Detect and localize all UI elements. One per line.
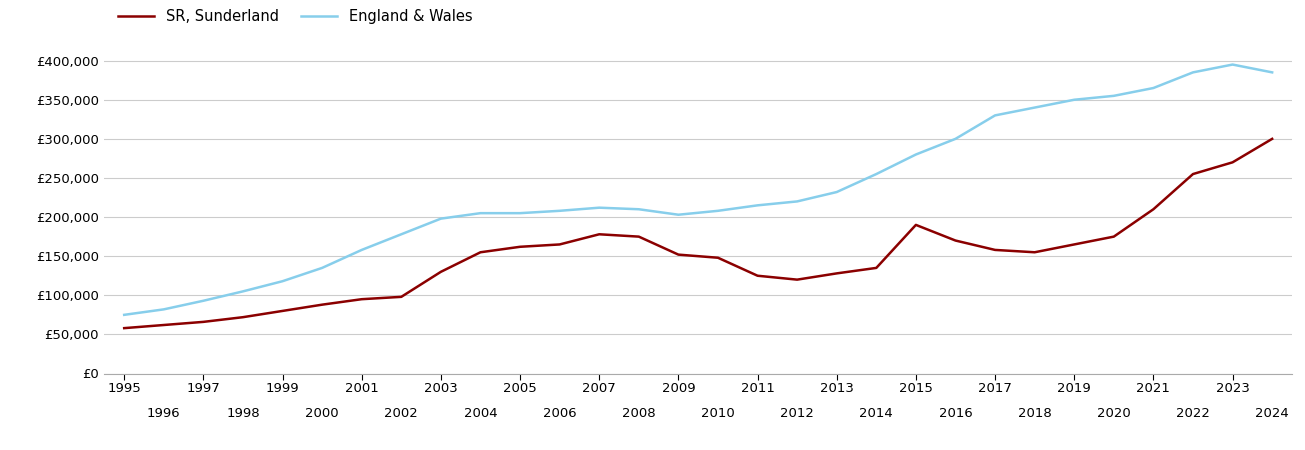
SR, Sunderland: [632, 234, 647, 239]
SR, Sunderland: [235, 315, 251, 320]
Line: SR, Sunderland: SR, Sunderland: [124, 139, 1272, 328]
Text: 2014: 2014: [860, 407, 893, 420]
SR, Sunderland: [829, 271, 844, 276]
Text: 2020: 2020: [1098, 407, 1130, 420]
Text: 2000: 2000: [305, 407, 339, 420]
England & Wales: [1105, 93, 1121, 99]
England & Wales: [1066, 97, 1082, 103]
England & Wales: [710, 208, 726, 213]
England & Wales: [947, 136, 963, 142]
England & Wales: [472, 211, 488, 216]
SR, Sunderland: [1224, 160, 1240, 165]
SR, Sunderland: [671, 252, 686, 257]
England & Wales: [275, 279, 291, 284]
SR, Sunderland: [393, 294, 408, 300]
SR, Sunderland: [591, 232, 607, 237]
England & Wales: [908, 152, 924, 157]
SR, Sunderland: [868, 265, 883, 270]
England & Wales: [988, 112, 1004, 118]
England & Wales: [1185, 70, 1201, 75]
England & Wales: [116, 312, 132, 318]
England & Wales: [155, 306, 171, 312]
England & Wales: [315, 265, 330, 270]
Text: 2024: 2024: [1255, 407, 1289, 420]
England & Wales: [790, 199, 805, 204]
England & Wales: [552, 208, 568, 213]
SR, Sunderland: [552, 242, 568, 247]
SR, Sunderland: [433, 269, 449, 274]
SR, Sunderland: [1027, 250, 1043, 255]
England & Wales: [829, 189, 844, 195]
SR, Sunderland: [1185, 171, 1201, 177]
SR, Sunderland: [196, 319, 211, 324]
England & Wales: [749, 202, 765, 208]
Text: 1996: 1996: [147, 407, 180, 420]
SR, Sunderland: [1105, 234, 1121, 239]
England & Wales: [393, 232, 408, 237]
SR, Sunderland: [275, 308, 291, 314]
England & Wales: [1027, 105, 1043, 110]
SR, Sunderland: [749, 273, 765, 279]
England & Wales: [196, 298, 211, 303]
Text: 2008: 2008: [622, 407, 655, 420]
England & Wales: [591, 205, 607, 211]
SR, Sunderland: [947, 238, 963, 243]
SR, Sunderland: [472, 250, 488, 255]
Text: 2022: 2022: [1176, 407, 1210, 420]
Text: 2016: 2016: [938, 407, 972, 420]
Text: 2012: 2012: [780, 407, 814, 420]
England & Wales: [671, 212, 686, 217]
England & Wales: [1146, 86, 1161, 91]
SR, Sunderland: [315, 302, 330, 307]
Line: England & Wales: England & Wales: [124, 64, 1272, 315]
England & Wales: [1224, 62, 1240, 67]
SR, Sunderland: [155, 322, 171, 328]
England & Wales: [868, 171, 883, 177]
Text: 2006: 2006: [543, 407, 577, 420]
SR, Sunderland: [116, 325, 132, 331]
England & Wales: [354, 247, 369, 252]
SR, Sunderland: [790, 277, 805, 282]
SR, Sunderland: [1265, 136, 1280, 142]
Legend: SR, Sunderland, England & Wales: SR, Sunderland, England & Wales: [112, 3, 478, 30]
England & Wales: [512, 211, 527, 216]
SR, Sunderland: [354, 297, 369, 302]
Text: 1998: 1998: [226, 407, 260, 420]
SR, Sunderland: [710, 255, 726, 261]
England & Wales: [632, 207, 647, 212]
Text: 2002: 2002: [385, 407, 418, 420]
SR, Sunderland: [1066, 242, 1082, 247]
SR, Sunderland: [512, 244, 527, 249]
Text: 2004: 2004: [463, 407, 497, 420]
SR, Sunderland: [988, 247, 1004, 252]
Text: 2010: 2010: [701, 407, 735, 420]
SR, Sunderland: [908, 222, 924, 228]
Text: 2018: 2018: [1018, 407, 1052, 420]
England & Wales: [235, 289, 251, 294]
England & Wales: [1265, 70, 1280, 75]
SR, Sunderland: [1146, 207, 1161, 212]
England & Wales: [433, 216, 449, 221]
